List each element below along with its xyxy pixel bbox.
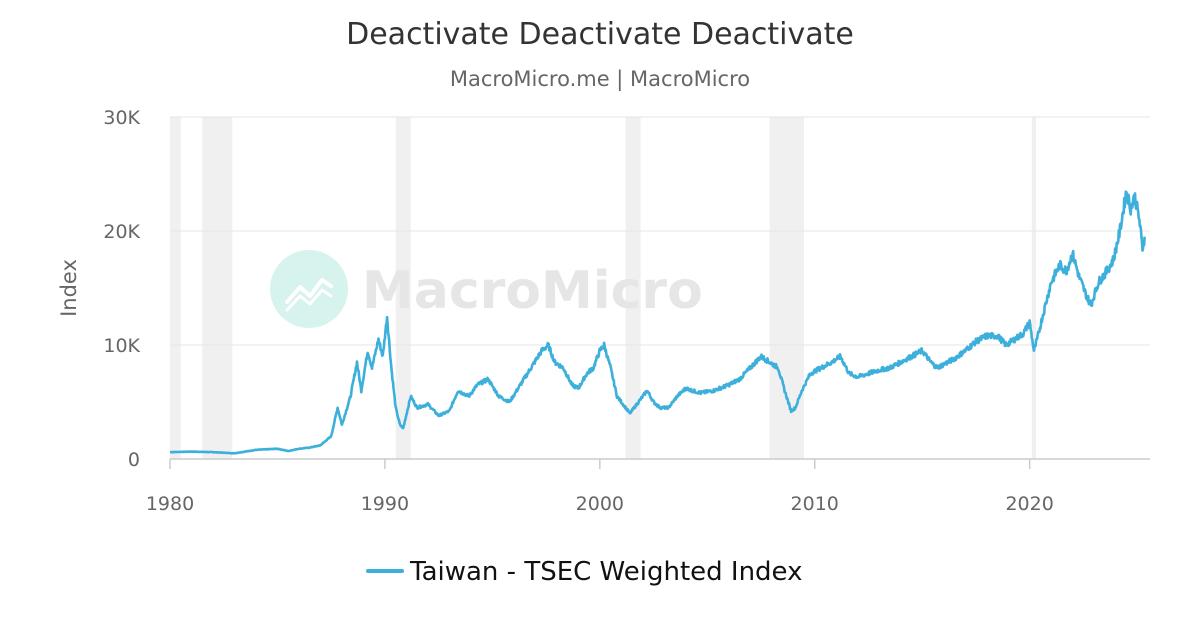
chart-title: Deactivate Deactivate Deactivate bbox=[346, 17, 854, 52]
recession-shading bbox=[170, 117, 1037, 459]
watermark: MacroMicro bbox=[270, 250, 703, 328]
axes: 0 10K 20K 30K 1980 1990 2000 2010 2020 bbox=[103, 107, 1150, 515]
chart-subtitle: MacroMicro.me | MacroMicro bbox=[450, 67, 750, 92]
watermark-chart-icon bbox=[285, 278, 333, 304]
x-tick-label: 2020 bbox=[1005, 493, 1053, 515]
legend-label[interactable]: Taiwan - TSEC Weighted Index bbox=[409, 557, 802, 587]
y-tick-label: 20K bbox=[103, 221, 140, 243]
watermark-chart-icon-2 bbox=[285, 288, 333, 312]
watermark-logo-icon bbox=[270, 250, 348, 328]
x-tick-label: 2000 bbox=[576, 493, 624, 515]
y-tick-label: 0 bbox=[128, 449, 140, 471]
y-tick-label: 30K bbox=[103, 107, 140, 129]
shaded-period-4 bbox=[769, 117, 804, 459]
y-tick-label: 10K bbox=[103, 335, 140, 357]
shaded-period-3 bbox=[625, 117, 641, 459]
grid-lines bbox=[170, 116, 1150, 346]
shaded-period-2 bbox=[395, 117, 411, 459]
watermark-text: MacroMicro bbox=[362, 261, 703, 321]
shaded-period-1 bbox=[202, 117, 233, 459]
x-tick-label: 1990 bbox=[361, 493, 409, 515]
shaded-period-0 bbox=[170, 117, 181, 459]
x-tick-label: 1980 bbox=[146, 493, 194, 515]
series-line-0[interactable] bbox=[169, 190, 1146, 455]
shaded-period-5 bbox=[1031, 117, 1037, 459]
series-layer bbox=[169, 190, 1146, 455]
x-tick-label: 2010 bbox=[791, 493, 839, 515]
y-axis-label: Index bbox=[57, 259, 81, 317]
legend[interactable]: Taiwan - TSEC Weighted Index bbox=[366, 557, 802, 587]
